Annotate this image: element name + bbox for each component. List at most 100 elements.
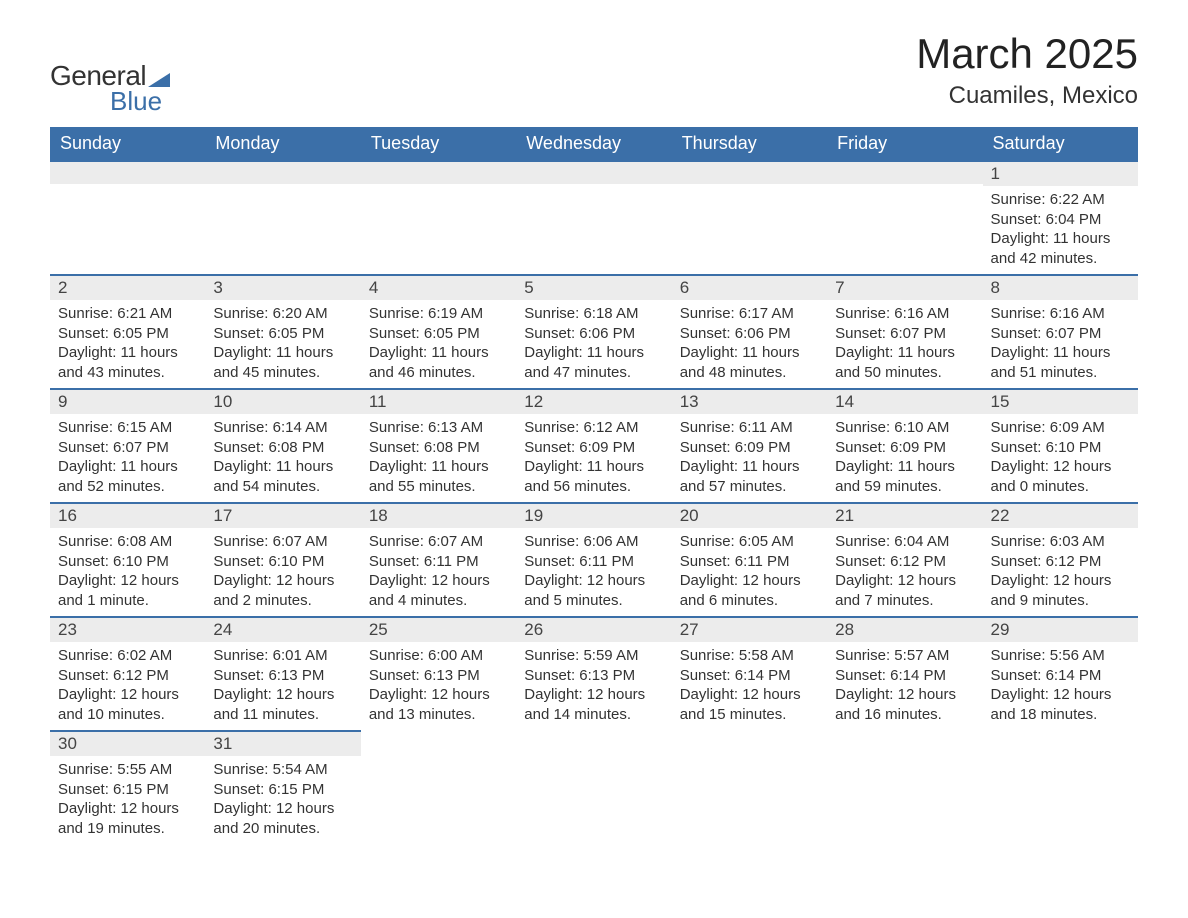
sunset-text: Sunset: 6:12 PM <box>58 666 197 686</box>
day-details: Sunrise: 6:12 AMSunset: 6:09 PMDaylight:… <box>516 414 671 502</box>
day-number: 7 <box>827 276 982 300</box>
day-details: Sunrise: 6:06 AMSunset: 6:11 PMDaylight:… <box>516 528 671 616</box>
day-details: Sunrise: 5:58 AMSunset: 6:14 PMDaylight:… <box>672 642 827 730</box>
calendar-cell: 14Sunrise: 6:10 AMSunset: 6:09 PMDayligh… <box>827 389 982 503</box>
day-details: Sunrise: 6:02 AMSunset: 6:12 PMDaylight:… <box>50 642 205 730</box>
sunrise-text: Sunrise: 5:54 AM <box>213 760 352 780</box>
table-row: 9Sunrise: 6:15 AMSunset: 6:07 PMDaylight… <box>50 389 1138 503</box>
day-number <box>827 731 982 753</box>
sunrise-text: Sunrise: 6:11 AM <box>680 418 819 438</box>
sunrise-text: Sunrise: 5:58 AM <box>680 646 819 666</box>
day-number: 16 <box>50 504 205 528</box>
day-number: 22 <box>983 504 1138 528</box>
calendar-cell <box>361 731 516 844</box>
sunrise-text: Sunrise: 5:55 AM <box>58 760 197 780</box>
sunrise-text: Sunrise: 6:14 AM <box>213 418 352 438</box>
day-details <box>516 184 671 204</box>
sunset-text: Sunset: 6:09 PM <box>524 438 663 458</box>
sunrise-text: Sunrise: 6:00 AM <box>369 646 508 666</box>
calendar-cell: 28Sunrise: 5:57 AMSunset: 6:14 PMDayligh… <box>827 617 982 731</box>
calendar-cell: 23Sunrise: 6:02 AMSunset: 6:12 PMDayligh… <box>50 617 205 731</box>
day-details: Sunrise: 6:17 AMSunset: 6:06 PMDaylight:… <box>672 300 827 388</box>
table-row: 2Sunrise: 6:21 AMSunset: 6:05 PMDaylight… <box>50 275 1138 389</box>
sunset-text: Sunset: 6:07 PM <box>991 324 1130 344</box>
day-number <box>361 162 516 184</box>
calendar-cell <box>983 731 1138 844</box>
daylight-text: Daylight: 12 hours and 11 minutes. <box>213 685 352 724</box>
calendar-cell: 7Sunrise: 6:16 AMSunset: 6:07 PMDaylight… <box>827 275 982 389</box>
calendar-cell: 24Sunrise: 6:01 AMSunset: 6:13 PMDayligh… <box>205 617 360 731</box>
daylight-text: Daylight: 11 hours and 47 minutes. <box>524 343 663 382</box>
day-number: 11 <box>361 390 516 414</box>
day-details: Sunrise: 6:11 AMSunset: 6:09 PMDaylight:… <box>672 414 827 502</box>
daylight-text: Daylight: 12 hours and 2 minutes. <box>213 571 352 610</box>
day-details <box>983 753 1138 773</box>
sunset-text: Sunset: 6:08 PM <box>213 438 352 458</box>
calendar-cell: 1Sunrise: 6:22 AMSunset: 6:04 PMDaylight… <box>983 161 1138 275</box>
daylight-text: Daylight: 12 hours and 16 minutes. <box>835 685 974 724</box>
sunset-text: Sunset: 6:10 PM <box>991 438 1130 458</box>
dayhead-monday: Monday <box>205 127 360 161</box>
sunset-text: Sunset: 6:14 PM <box>991 666 1130 686</box>
daylight-text: Daylight: 12 hours and 5 minutes. <box>524 571 663 610</box>
day-details: Sunrise: 6:22 AMSunset: 6:04 PMDaylight:… <box>983 186 1138 274</box>
day-number: 20 <box>672 504 827 528</box>
calendar-cell: 15Sunrise: 6:09 AMSunset: 6:10 PMDayligh… <box>983 389 1138 503</box>
sunrise-text: Sunrise: 6:02 AM <box>58 646 197 666</box>
daylight-text: Daylight: 11 hours and 50 minutes. <box>835 343 974 382</box>
day-number: 1 <box>983 162 1138 186</box>
day-number: 5 <box>516 276 671 300</box>
day-number: 12 <box>516 390 671 414</box>
calendar-cell: 3Sunrise: 6:20 AMSunset: 6:05 PMDaylight… <box>205 275 360 389</box>
calendar-cell: 29Sunrise: 5:56 AMSunset: 6:14 PMDayligh… <box>983 617 1138 731</box>
calendar-cell: 21Sunrise: 6:04 AMSunset: 6:12 PMDayligh… <box>827 503 982 617</box>
calendar-cell <box>827 731 982 844</box>
day-number <box>516 162 671 184</box>
sunset-text: Sunset: 6:11 PM <box>524 552 663 572</box>
day-details <box>361 184 516 204</box>
sunset-text: Sunset: 6:08 PM <box>369 438 508 458</box>
sunrise-text: Sunrise: 6:18 AM <box>524 304 663 324</box>
day-header-row: Sunday Monday Tuesday Wednesday Thursday… <box>50 127 1138 161</box>
day-details: Sunrise: 6:05 AMSunset: 6:11 PMDaylight:… <box>672 528 827 616</box>
day-details <box>50 184 205 204</box>
day-number: 13 <box>672 390 827 414</box>
day-number: 10 <box>205 390 360 414</box>
calendar-cell: 9Sunrise: 6:15 AMSunset: 6:07 PMDaylight… <box>50 389 205 503</box>
daylight-text: Daylight: 12 hours and 0 minutes. <box>991 457 1130 496</box>
sunrise-text: Sunrise: 6:05 AM <box>680 532 819 552</box>
sunrise-text: Sunrise: 5:57 AM <box>835 646 974 666</box>
sunset-text: Sunset: 6:15 PM <box>213 780 352 800</box>
day-details: Sunrise: 6:00 AMSunset: 6:13 PMDaylight:… <box>361 642 516 730</box>
sunset-text: Sunset: 6:06 PM <box>524 324 663 344</box>
location-label: Cuamiles, Mexico <box>916 82 1138 110</box>
day-details: Sunrise: 6:09 AMSunset: 6:10 PMDaylight:… <box>983 414 1138 502</box>
day-number <box>50 162 205 184</box>
sunset-text: Sunset: 6:10 PM <box>58 552 197 572</box>
day-details: Sunrise: 6:21 AMSunset: 6:05 PMDaylight:… <box>50 300 205 388</box>
daylight-text: Daylight: 12 hours and 7 minutes. <box>835 571 974 610</box>
sunrise-text: Sunrise: 6:07 AM <box>369 532 508 552</box>
table-row: 23Sunrise: 6:02 AMSunset: 6:12 PMDayligh… <box>50 617 1138 731</box>
daylight-text: Daylight: 11 hours and 55 minutes. <box>369 457 508 496</box>
calendar-cell: 10 Sunrise: 6:14 AMSunset: 6:08 PMDayligh… <box>205 389 360 503</box>
daylight-text: Daylight: 11 hours and 54 minutes. <box>213 457 352 496</box>
sunrise-text: Sunrise: 6:16 AM <box>991 304 1130 324</box>
calendar-cell <box>361 161 516 275</box>
day-details: Sunrise: 5:57 AMSunset: 6:14 PMDaylight:… <box>827 642 982 730</box>
calendar-cell <box>516 731 671 844</box>
daylight-text: Daylight: 11 hours and 52 minutes. <box>58 457 197 496</box>
day-details: Sunrise: 5:54 AMSunset: 6:15 PMDaylight:… <box>205 756 360 844</box>
calendar-cell <box>205 161 360 275</box>
sunset-text: Sunset: 6:05 PM <box>58 324 197 344</box>
day-details: Sunrise: 5:55 AMSunset: 6:15 PMDaylight:… <box>50 756 205 844</box>
calendar-cell: 16Sunrise: 6:08 AMSunset: 6:10 PMDayligh… <box>50 503 205 617</box>
sunset-text: Sunset: 6:12 PM <box>991 552 1130 572</box>
sunrise-text: Sunrise: 6:09 AM <box>991 418 1130 438</box>
day-number: 28 <box>827 618 982 642</box>
sunset-text: Sunset: 6:13 PM <box>524 666 663 686</box>
sunrise-text: Sunrise: 6:07 AM <box>213 532 352 552</box>
day-details: Sunrise: 6:08 AMSunset: 6:10 PMDaylight:… <box>50 528 205 616</box>
calendar-cell: 12Sunrise: 6:12 AMSunset: 6:09 PMDayligh… <box>516 389 671 503</box>
day-details <box>827 753 982 773</box>
